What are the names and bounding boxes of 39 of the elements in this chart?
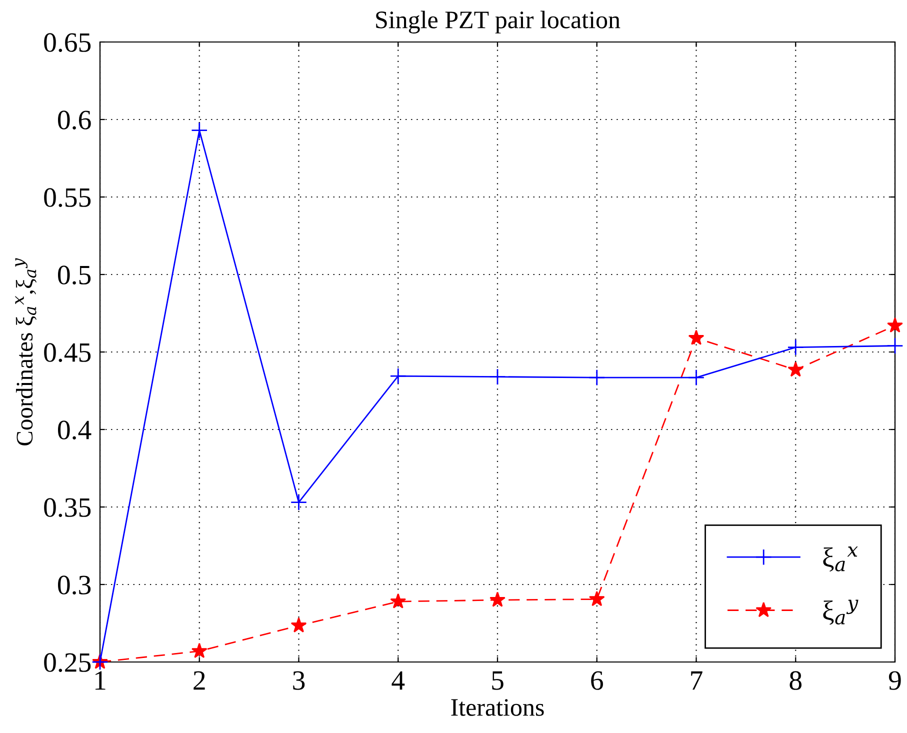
y-tick-label: 0.35 [44, 498, 91, 518]
point [588, 369, 606, 386]
x-tick-label: 5 [492, 671, 504, 690]
y-tick-label: 0.6 [58, 110, 91, 130]
x-tick-label: 1 [96, 671, 106, 690]
y-tick-label: 0.3 [58, 576, 91, 595]
y-tick-label: 0.4 [58, 420, 92, 440]
y-axis-title: Coordinates ξ$_{a}$$^{x}$,ξ$_{a}$$^{y}$ [15, 258, 37, 446]
point [290, 617, 307, 632]
point [390, 368, 406, 384]
point [688, 330, 704, 345]
legend-label: ξ$_{a}$$^{y}$ [823, 600, 858, 625]
x-tick-label: 8 [790, 671, 802, 690]
point [290, 494, 308, 511]
legend-label: ξ$_{a}$$^{x}$ [823, 546, 858, 572]
point [390, 593, 406, 608]
point [191, 642, 208, 658]
point [191, 122, 208, 139]
point [490, 592, 506, 607]
y-tick-label: 0.25 [44, 653, 91, 672]
x-tick-label: 4 [392, 671, 405, 690]
point [787, 339, 804, 356]
x-tick-label: 7 [691, 671, 702, 690]
y-tick-label: 0.65 [44, 33, 91, 52]
x-tick-label: 9 [888, 671, 901, 690]
x-axis-title: Iterations [451, 699, 544, 716]
x-tick-label: 6 [591, 671, 603, 690]
point [489, 368, 506, 386]
x-tick-label: 3 [293, 671, 305, 690]
point [788, 361, 804, 377]
point [886, 337, 904, 354]
point [688, 369, 705, 386]
chart-title: Single PZT pair location [376, 10, 620, 34]
x-tick-label: 2 [194, 671, 205, 690]
point [887, 317, 903, 333]
y-tick-label: 0.55 [44, 188, 91, 208]
y-tick-label: 0.45 [44, 343, 91, 362]
y-tick-label: 0.5 [58, 266, 91, 285]
point [588, 590, 605, 606]
